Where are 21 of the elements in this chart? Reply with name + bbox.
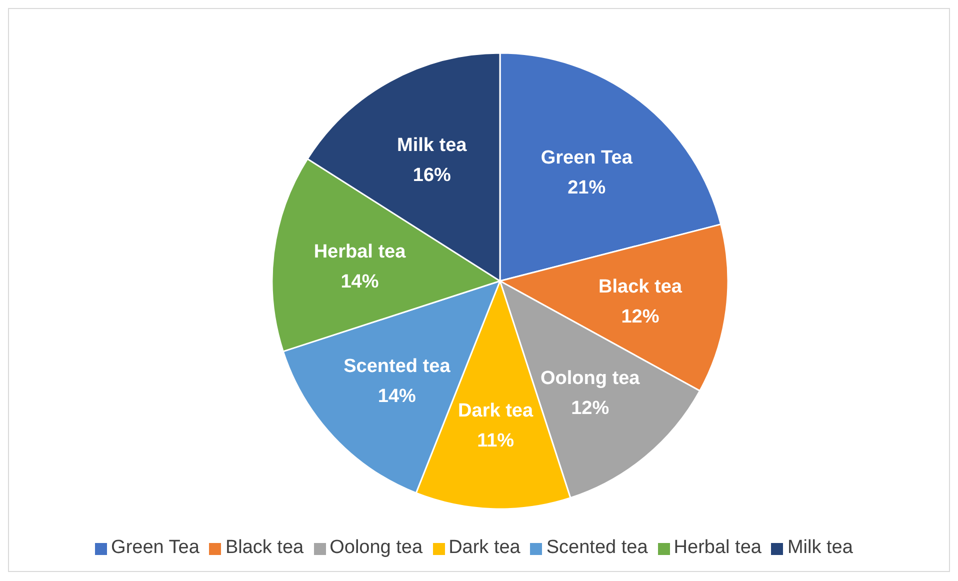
legend-label: Scented tea — [546, 537, 648, 558]
legend-label: Milk tea — [787, 537, 853, 558]
slice-label: Green Tea — [540, 147, 633, 168]
legend-label: Herbal tea — [674, 537, 762, 558]
data-label: 11% — [477, 430, 514, 452]
legend-label: Black tea — [225, 537, 304, 558]
slice-label: Black tea — [598, 276, 682, 298]
data-label: 14% — [378, 386, 416, 407]
legend-label: Dark tea — [448, 537, 520, 558]
data-label: 14% — [340, 271, 379, 292]
data-label: 21% — [568, 177, 606, 198]
slice-label: Dark tea — [458, 400, 534, 422]
slice-label: Milk tea — [397, 135, 468, 156]
slice-label: Herbal tea — [314, 241, 406, 262]
legend-label: Oolong tea — [330, 537, 423, 558]
data-label: 12% — [571, 398, 610, 419]
slice-label: Oolong tea — [540, 368, 640, 389]
legend-label: Green Tea — [111, 537, 200, 558]
data-label: 16% — [412, 165, 452, 186]
data-label: 12% — [621, 306, 660, 328]
slice-label: Scented tea — [344, 356, 451, 377]
